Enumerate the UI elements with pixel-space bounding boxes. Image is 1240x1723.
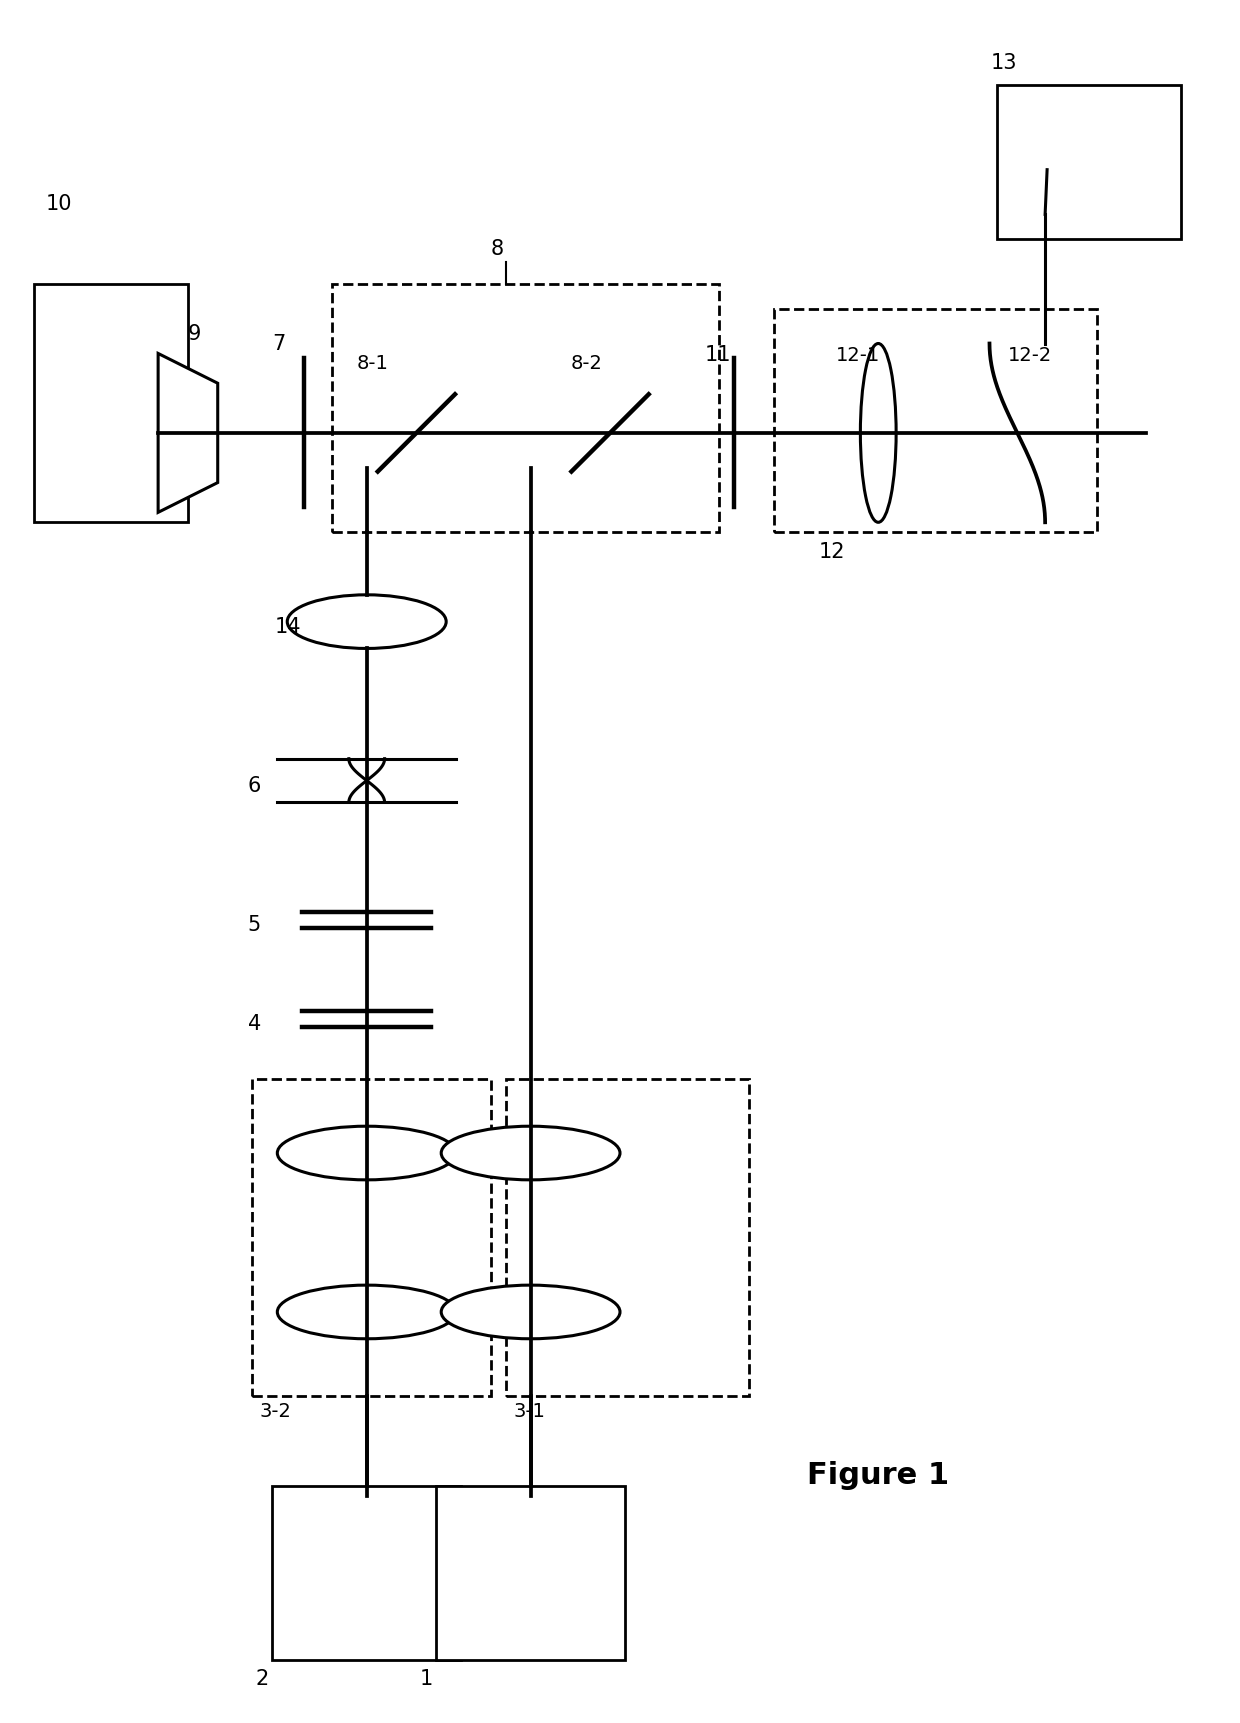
Bar [253, 1079, 491, 1396]
Ellipse shape [861, 343, 897, 522]
Bar [436, 1485, 625, 1659]
Bar [506, 1079, 749, 1396]
Text: 12-2: 12-2 [1007, 346, 1052, 365]
Ellipse shape [278, 1127, 456, 1180]
Text: Figure 1: Figure 1 [807, 1461, 950, 1490]
Ellipse shape [288, 594, 446, 648]
Text: 7: 7 [273, 334, 285, 353]
Text: 2: 2 [255, 1670, 269, 1690]
Bar [332, 284, 719, 532]
Ellipse shape [278, 1285, 456, 1339]
Text: 8-2: 8-2 [570, 353, 603, 372]
Text: 1: 1 [419, 1670, 433, 1690]
Polygon shape [159, 353, 218, 512]
Text: 8: 8 [491, 239, 503, 258]
Text: 10: 10 [46, 195, 72, 214]
Bar [997, 84, 1182, 239]
Text: 9: 9 [188, 324, 201, 343]
Text: 13: 13 [991, 53, 1017, 74]
Ellipse shape [441, 1285, 620, 1339]
Text: 14: 14 [274, 617, 301, 636]
Ellipse shape [441, 1127, 620, 1180]
Bar [33, 284, 188, 522]
Text: 4: 4 [248, 1013, 260, 1034]
Text: 11: 11 [704, 345, 730, 365]
Text: 3-2: 3-2 [259, 1403, 291, 1421]
Text: 6: 6 [248, 775, 260, 796]
Text: 3-1: 3-1 [513, 1403, 546, 1421]
Text: 12-1: 12-1 [836, 346, 880, 365]
Text: 12: 12 [818, 543, 846, 562]
Text: 8-1: 8-1 [357, 353, 388, 372]
Text: 5: 5 [248, 915, 260, 934]
Bar [774, 308, 1096, 532]
Bar [273, 1485, 461, 1659]
